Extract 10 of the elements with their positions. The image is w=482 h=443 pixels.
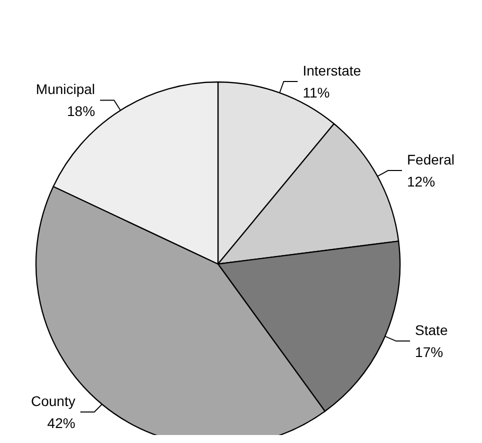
- data-label: 17%: [415, 344, 444, 360]
- slice-label: Interstate: [302, 62, 362, 78]
- data-label: 18%: [67, 103, 96, 120]
- slice-label: Municipal: [36, 81, 96, 98]
- data-label: 12%: [407, 174, 436, 190]
- slice-label: Federal: [407, 152, 454, 168]
- data-label: 11%: [302, 84, 330, 100]
- slice-label: County: [30, 393, 76, 409]
- data-label: 42%: [47, 415, 76, 431]
- slice-label: State: [415, 322, 448, 338]
